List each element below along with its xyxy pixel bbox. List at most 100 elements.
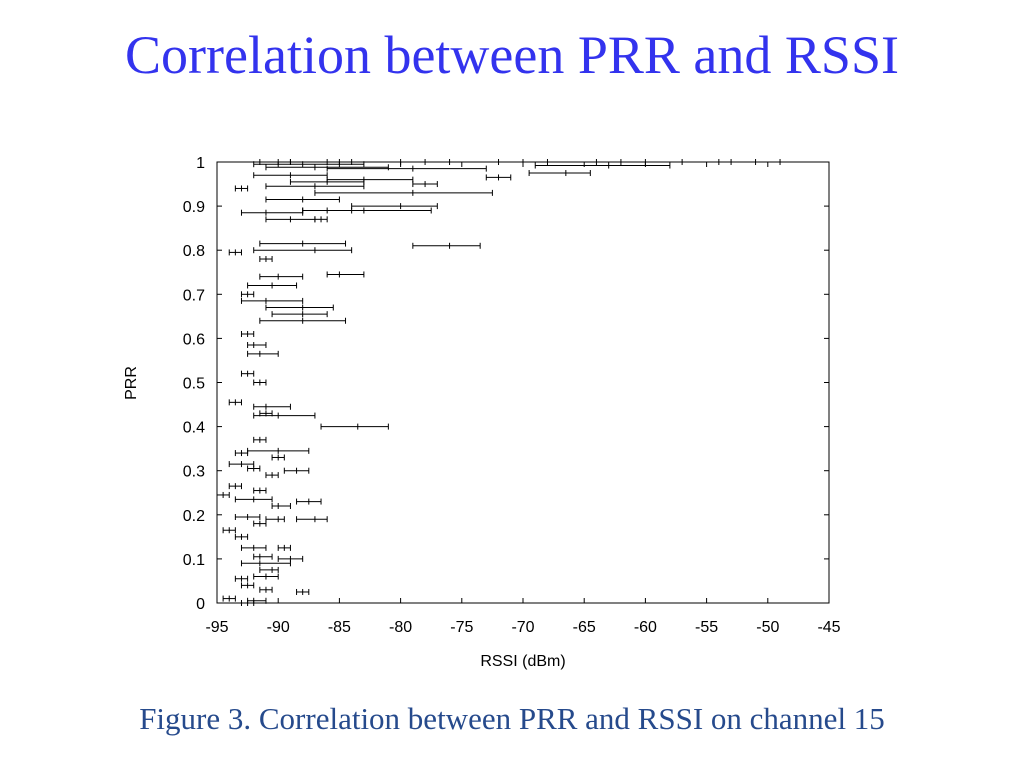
data-point xyxy=(240,582,255,589)
data-point xyxy=(234,575,249,582)
data-point xyxy=(271,502,291,509)
x-tick-label: -45 xyxy=(817,619,840,636)
data-point xyxy=(240,297,304,304)
data-point xyxy=(240,209,304,216)
data-point xyxy=(259,240,347,247)
y-tick-label: 1 xyxy=(196,155,205,172)
data-point xyxy=(240,291,255,298)
y-tick-label: 0.3 xyxy=(183,464,205,481)
data-point xyxy=(326,165,487,172)
x-tick-label: -80 xyxy=(389,619,412,636)
data-point xyxy=(277,544,291,551)
x-tick-label: -55 xyxy=(695,619,718,636)
data-point xyxy=(216,491,230,498)
data-point xyxy=(247,282,298,289)
data-point xyxy=(228,249,242,256)
data-point xyxy=(412,181,438,188)
data-point xyxy=(240,544,267,551)
x-tick-label: -70 xyxy=(511,619,534,636)
data-point xyxy=(253,520,267,527)
x-tick-label: -90 xyxy=(267,619,290,636)
y-tick-label: 0.7 xyxy=(183,287,205,304)
data-point xyxy=(265,216,316,223)
y-tick-label: 0.9 xyxy=(183,199,205,216)
data-point xyxy=(240,370,255,377)
data-point xyxy=(253,436,267,443)
y-tick-label: 0 xyxy=(196,596,205,613)
data-point xyxy=(271,454,285,461)
data-point xyxy=(253,379,267,386)
data-point xyxy=(534,162,671,169)
y-tick-label: 0.1 xyxy=(183,552,205,569)
data-point xyxy=(326,271,365,278)
y-axis-label: PRR xyxy=(123,366,140,400)
data-point xyxy=(314,216,328,223)
data-point xyxy=(296,588,310,595)
data-point xyxy=(283,467,310,474)
data-point xyxy=(240,330,255,337)
data-point xyxy=(240,560,291,567)
data-point xyxy=(620,159,732,165)
y-tick-label: 0.6 xyxy=(183,331,205,348)
y-tick-label: 0.4 xyxy=(183,420,205,437)
data-point xyxy=(259,566,279,573)
data-point xyxy=(314,189,493,196)
data-point xyxy=(320,423,389,430)
data-point xyxy=(351,203,438,210)
data-point xyxy=(265,304,334,311)
data-point xyxy=(253,403,291,410)
x-tick-label: -75 xyxy=(450,619,473,636)
data-point xyxy=(253,172,328,179)
data-point xyxy=(253,553,273,560)
data-point xyxy=(228,399,242,406)
data-point xyxy=(259,256,273,263)
data-point xyxy=(234,496,273,503)
data-point xyxy=(412,242,481,249)
data-point xyxy=(247,350,279,357)
data-point xyxy=(528,170,591,177)
figure-caption: Figure 3. Correlation between PRR and RS… xyxy=(139,701,885,736)
data-point xyxy=(222,527,236,534)
data-point xyxy=(265,516,285,523)
data-point xyxy=(296,498,322,505)
x-tick-label: -50 xyxy=(756,619,779,636)
y-tick-label: 0.8 xyxy=(183,243,205,260)
x-tick-label: -85 xyxy=(328,619,351,636)
data-point xyxy=(265,196,340,203)
data-point xyxy=(234,514,261,521)
data-point xyxy=(234,533,249,540)
y-tick-label: 0.5 xyxy=(183,376,205,393)
data-point xyxy=(228,461,255,468)
data-point xyxy=(302,207,353,214)
data-point xyxy=(718,159,781,165)
data-point xyxy=(259,273,304,280)
plot-area-frame xyxy=(216,161,830,604)
x-tick-label: -60 xyxy=(634,619,657,636)
data-point xyxy=(222,595,236,602)
x-tick-label: -65 xyxy=(573,619,596,636)
data-point xyxy=(247,465,261,472)
data-point xyxy=(259,586,273,593)
data-point xyxy=(253,247,353,254)
data-point xyxy=(265,183,365,190)
data-point xyxy=(485,174,512,181)
x-tick-label: -95 xyxy=(205,619,228,636)
data-point xyxy=(247,447,310,454)
data-point xyxy=(234,450,249,457)
data-point xyxy=(271,311,328,318)
data-point xyxy=(259,317,347,324)
data-point xyxy=(253,573,279,580)
x-axis-label: RSSI (dBm) xyxy=(480,653,565,670)
data-point xyxy=(240,600,255,606)
slide-title: Correlation between PRR and RSSI xyxy=(125,25,899,85)
y-tick-label: 0.2 xyxy=(183,508,205,525)
data-point xyxy=(296,516,328,523)
data-point xyxy=(234,185,249,192)
data-point xyxy=(247,342,267,349)
data-point xyxy=(228,483,242,490)
data-point xyxy=(253,412,316,419)
data-point xyxy=(289,178,365,185)
data-point xyxy=(253,487,267,494)
